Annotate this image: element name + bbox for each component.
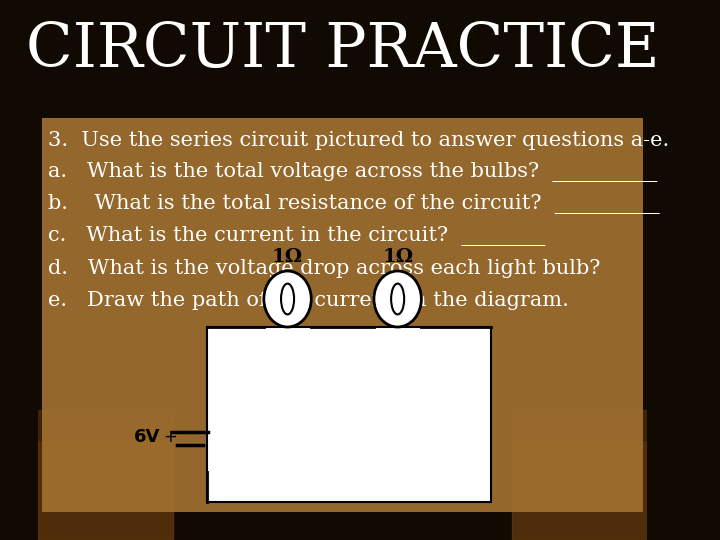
- Text: a.   What is the total voltage across the bulbs?  __________: a. What is the total voltage across the …: [48, 162, 657, 182]
- Circle shape: [264, 271, 311, 327]
- Text: b.    What is the total resistance of the circuit?  __________: b. What is the total resistance of the c…: [48, 194, 660, 214]
- Bar: [207, 327, 491, 502]
- Text: 1Ω: 1Ω: [272, 248, 303, 266]
- Text: d.   What is the voltage drop across each light bulb?: d. What is the voltage drop across each …: [48, 259, 600, 278]
- Bar: [37, 410, 174, 540]
- Bar: [37, 120, 647, 440]
- Text: 6V: 6V: [134, 428, 161, 446]
- Text: +: +: [163, 428, 177, 446]
- Text: 1Ω: 1Ω: [382, 248, 413, 266]
- Ellipse shape: [391, 284, 404, 314]
- Text: c.   What is the current in the circuit?  ________: c. What is the current in the circuit? _…: [48, 226, 545, 246]
- Ellipse shape: [281, 284, 294, 314]
- Bar: [42, 118, 643, 512]
- Circle shape: [374, 271, 421, 327]
- Text: CIRCUIT PRACTICE: CIRCUIT PRACTICE: [26, 20, 660, 80]
- Bar: [512, 410, 647, 540]
- Text: 3.  Use the series circuit pictured to answer questions a-e.: 3. Use the series circuit pictured to an…: [48, 131, 669, 150]
- Text: e.   Draw the path of the current on the diagram.: e. Draw the path of the current on the d…: [48, 291, 569, 309]
